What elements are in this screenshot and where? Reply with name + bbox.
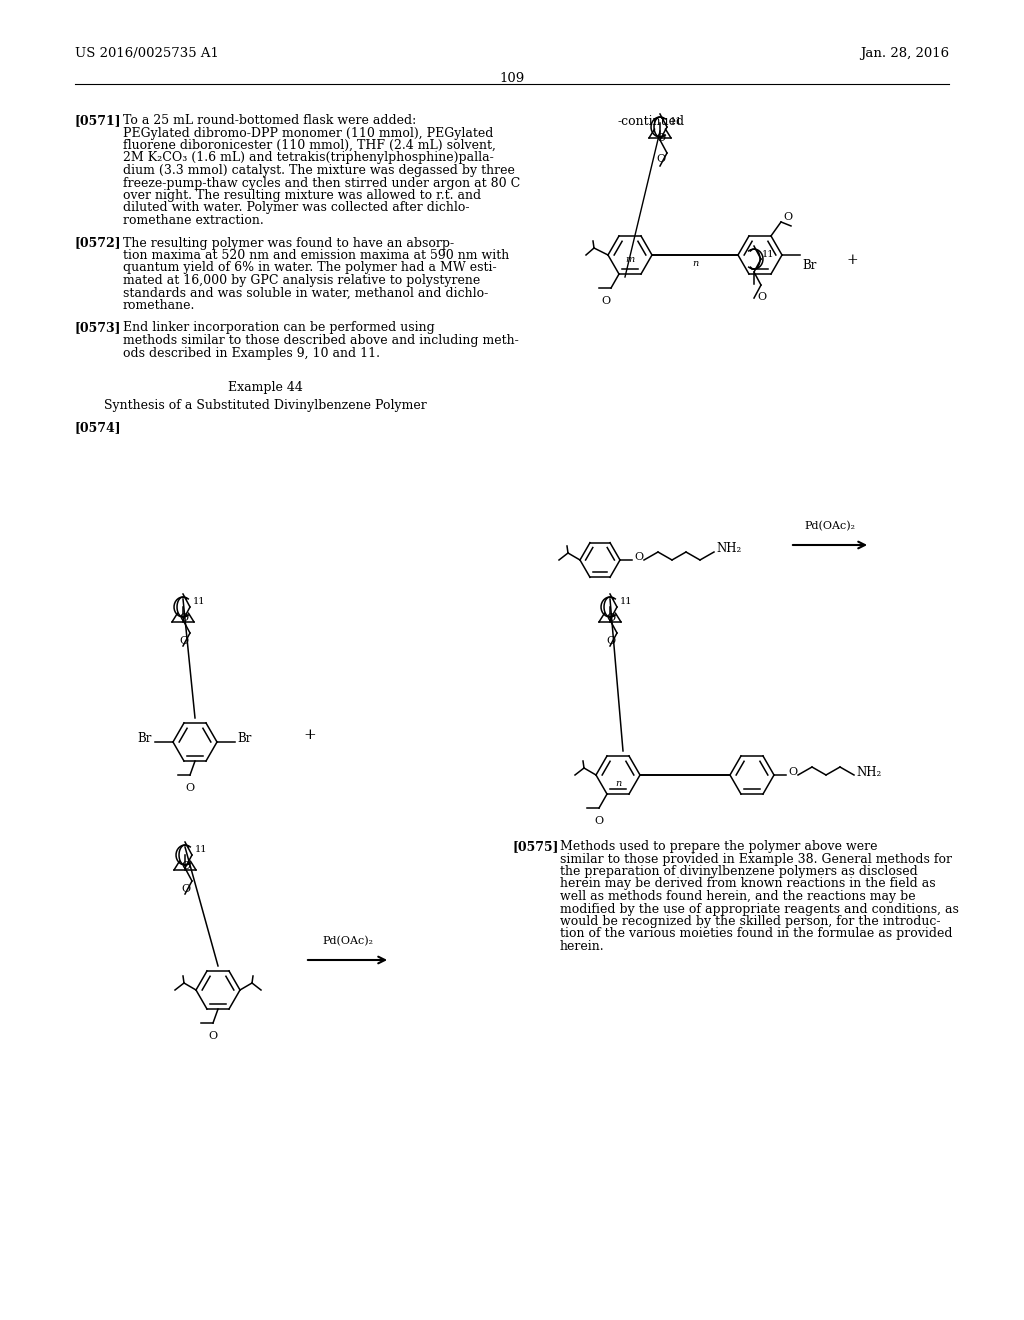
Text: Pd(OAc)₂: Pd(OAc)₂	[805, 520, 855, 531]
Text: O: O	[179, 636, 188, 645]
Text: End linker incorporation can be performed using: End linker incorporation can be performe…	[123, 322, 435, 334]
Text: O: O	[185, 783, 195, 793]
Text: [0571]: [0571]	[75, 114, 122, 127]
Text: 109: 109	[500, 73, 524, 84]
Text: fluorene diboronicester (110 mmol), THF (2.4 mL) solvent,: fluorene diboronicester (110 mmol), THF …	[123, 139, 496, 152]
Text: [0573]: [0573]	[75, 322, 122, 334]
Text: O: O	[757, 292, 766, 302]
Text: well as methods found herein, and the reactions may be: well as methods found herein, and the re…	[560, 890, 915, 903]
Text: romethane.: romethane.	[123, 300, 196, 312]
Text: O: O	[783, 213, 793, 222]
Text: Example 44: Example 44	[227, 381, 302, 393]
Text: O: O	[209, 1031, 217, 1041]
Text: 2M K₂CO₃ (1.6 mL) and tetrakis(triphenylphosphine)palla-: 2M K₂CO₃ (1.6 mL) and tetrakis(triphenyl…	[123, 152, 494, 165]
Text: NH₂: NH₂	[716, 543, 741, 556]
Text: -continued: -continued	[617, 115, 684, 128]
Text: diluted with water. Polymer was collected after dichlo-: diluted with water. Polymer was collecte…	[123, 202, 469, 214]
Text: 11: 11	[670, 117, 683, 127]
Text: Br: Br	[237, 733, 251, 746]
Text: dium (3.3 mmol) catalyst. The mixture was degassed by three: dium (3.3 mmol) catalyst. The mixture wa…	[123, 164, 515, 177]
Text: modified by the use of appropriate reagents and conditions, as: modified by the use of appropriate reage…	[560, 903, 958, 916]
Text: O: O	[179, 612, 188, 623]
Text: herein may be derived from known reactions in the field as: herein may be derived from known reactio…	[560, 878, 936, 891]
Text: quantum yield of 6% in water. The polymer had a MW esti-: quantum yield of 6% in water. The polyme…	[123, 261, 497, 275]
Text: tion of the various moieties found in the formulae as provided: tion of the various moieties found in th…	[560, 928, 952, 940]
Text: Methods used to prepare the polymer above were: Methods used to prepare the polymer abov…	[560, 840, 878, 853]
Text: [0575]: [0575]	[512, 840, 558, 853]
Text: freeze-pump-thaw cycles and then stirred under argon at 80 C: freeze-pump-thaw cycles and then stirred…	[123, 177, 520, 190]
Text: +: +	[846, 253, 858, 267]
Text: n: n	[614, 779, 622, 788]
Text: 11: 11	[195, 846, 208, 854]
Text: O: O	[595, 816, 603, 826]
Text: 11: 11	[193, 598, 206, 606]
Text: US 2016/0025735 A1: US 2016/0025735 A1	[75, 48, 219, 59]
Text: Pd(OAc)₂: Pd(OAc)₂	[322, 936, 373, 946]
Text: methods similar to those described above and including meth-: methods similar to those described above…	[123, 334, 519, 347]
Text: O: O	[606, 612, 615, 623]
Text: O: O	[656, 133, 666, 143]
Text: Br: Br	[802, 259, 816, 272]
Text: O: O	[634, 552, 643, 562]
Text: standards and was soluble in water, methanol and dichlo-: standards and was soluble in water, meth…	[123, 286, 488, 300]
Text: O: O	[181, 861, 190, 871]
Text: 11: 11	[620, 598, 633, 606]
Text: [0572]: [0572]	[75, 236, 122, 249]
Text: O: O	[181, 884, 190, 894]
Text: To a 25 mL round-bottomed flask were added:: To a 25 mL round-bottomed flask were add…	[123, 114, 416, 127]
Text: the preparation of divinylbenzene polymers as disclosed: the preparation of divinylbenzene polyme…	[560, 865, 918, 878]
Text: Jan. 28, 2016: Jan. 28, 2016	[860, 48, 949, 59]
Text: mated at 16,000 by GPC analysis relative to polystyrene: mated at 16,000 by GPC analysis relative…	[123, 275, 480, 286]
Text: [0574]: [0574]	[75, 421, 122, 434]
Text: tion maxima at 520 nm and emission maxima at 590 nm with: tion maxima at 520 nm and emission maxim…	[123, 249, 509, 261]
Text: O: O	[656, 154, 666, 164]
Text: over night. The resulting mixture was allowed to r.t. and: over night. The resulting mixture was al…	[123, 189, 481, 202]
Text: The resulting polymer was found to have an absorp-: The resulting polymer was found to have …	[123, 236, 454, 249]
Text: m: m	[625, 256, 634, 264]
Text: would be recognized by the skilled person, for the introduc-: would be recognized by the skilled perso…	[560, 915, 940, 928]
Text: n: n	[692, 259, 698, 268]
Text: romethane extraction.: romethane extraction.	[123, 214, 264, 227]
Text: PEGylated dibromo-DPP monomer (110 mmol), PEGylated: PEGylated dibromo-DPP monomer (110 mmol)…	[123, 127, 494, 140]
Text: similar to those provided in Example 38. General methods for: similar to those provided in Example 38.…	[560, 853, 952, 866]
Text: ods described in Examples 9, 10 and 11.: ods described in Examples 9, 10 and 11.	[123, 346, 380, 359]
Text: 11: 11	[762, 249, 774, 259]
Text: Synthesis of a Substituted Divinylbenzene Polymer: Synthesis of a Substituted Divinylbenzen…	[103, 399, 426, 412]
Text: herein.: herein.	[560, 940, 604, 953]
Text: O: O	[606, 636, 615, 645]
Text: NH₂: NH₂	[856, 766, 882, 779]
Text: O: O	[788, 767, 797, 777]
Text: O: O	[601, 296, 610, 306]
Text: Br: Br	[137, 733, 152, 746]
Text: +: +	[304, 729, 316, 742]
